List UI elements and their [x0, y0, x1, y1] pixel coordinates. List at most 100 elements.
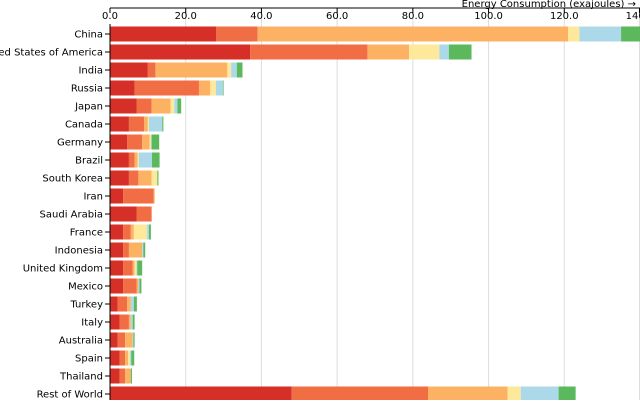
- bar-segment: [128, 152, 135, 168]
- y-tick-label: Saudi Arabia: [40, 210, 103, 221]
- bar-segment: [110, 224, 124, 240]
- y-tick-label: Brazil: [75, 156, 103, 167]
- bar-segment: [123, 242, 129, 258]
- bar-segment: [136, 260, 138, 276]
- bar-segment: [119, 350, 126, 366]
- bar-segment: [110, 314, 120, 330]
- bar-segment: [138, 278, 140, 294]
- bar-segment: [621, 26, 640, 42]
- bar-segment: [142, 134, 150, 150]
- bar-segment: [128, 350, 131, 366]
- bar-segment: [136, 206, 152, 222]
- bar-segment: [148, 224, 151, 240]
- x-axis-title: Energy Consumption (exajoules) →: [462, 0, 636, 10]
- bar-segment: [139, 278, 142, 294]
- bar-segment: [439, 44, 449, 60]
- bar-segment: [134, 80, 199, 96]
- y-tick-label: Australia: [59, 336, 103, 347]
- bar-segment: [137, 152, 139, 168]
- bar-segment: [152, 152, 160, 168]
- bar-segment: [128, 242, 143, 258]
- bar-segment: [119, 368, 126, 384]
- bar-segment: [222, 80, 224, 96]
- bar-segment: [130, 350, 132, 366]
- bar-segment: [210, 80, 216, 96]
- bar-segment: [110, 278, 124, 294]
- y-tick-label: Spain: [75, 354, 103, 365]
- bar-segment: [131, 350, 135, 366]
- bar-segment: [198, 80, 211, 96]
- bar-segment: [130, 224, 134, 240]
- bar-segment: [110, 80, 135, 96]
- y-tick-label: Canada: [65, 120, 103, 131]
- bar-segment: [123, 260, 133, 276]
- y-tick-label: Iran: [83, 192, 103, 203]
- bar-segment: [130, 368, 132, 384]
- bar-segment: [174, 98, 178, 114]
- x-tick-label: 140.0: [626, 11, 640, 22]
- bar-segment: [568, 26, 580, 42]
- bar-segment: [216, 80, 223, 96]
- bar-segment: [147, 116, 149, 132]
- bar-segment: [147, 62, 156, 78]
- bar-segment: [257, 26, 569, 42]
- bar-segment: [127, 134, 143, 150]
- y-tick-label: China: [74, 30, 103, 41]
- x-tick-label: 40.0: [250, 11, 272, 22]
- bar-segment: [123, 278, 137, 294]
- bar-segment: [558, 386, 576, 402]
- bar-segment: [128, 116, 145, 132]
- bar-segment: [119, 314, 129, 330]
- y-tick-label: Mexico: [68, 282, 103, 293]
- grid-lines: [185, 8, 640, 400]
- bar-segment: [177, 98, 182, 114]
- y-tick-label: Germany: [57, 138, 103, 149]
- y-tick-label: Turkey: [69, 300, 103, 311]
- bar-segment: [136, 98, 152, 114]
- y-tick-label: India: [78, 66, 103, 77]
- bar-segment: [231, 62, 237, 78]
- y-tick-label: Italy: [81, 318, 103, 329]
- bar-segment: [367, 44, 410, 60]
- x-tick-label: 100.0: [474, 11, 503, 22]
- bar-segment: [132, 332, 134, 348]
- bar-segment: [110, 98, 137, 114]
- bar-segment: [110, 44, 251, 60]
- bar-segment: [110, 134, 128, 150]
- bar-segment: [130, 296, 134, 312]
- bar-segment: [428, 386, 508, 402]
- bar-segment: [110, 368, 120, 384]
- bar-segment: [144, 116, 148, 132]
- bar-segment: [117, 332, 126, 348]
- bar-segment: [147, 224, 149, 240]
- y-tick-label: Japan: [74, 102, 103, 113]
- bar-segment: [125, 350, 129, 366]
- bar-segment: [138, 152, 153, 168]
- bar-segment: [110, 350, 120, 366]
- bar-segment: [409, 44, 440, 60]
- y-tick-label: Thailand: [59, 372, 103, 383]
- bar-segment: [162, 116, 164, 132]
- bar-segment: [110, 260, 124, 276]
- y-tick-label: United Kingdom: [23, 264, 103, 275]
- x-tick-label: 0.0: [102, 11, 118, 22]
- bar-segment: [149, 134, 151, 150]
- bar-segment: [142, 242, 144, 258]
- x-axis: Energy Consumption (exajoules) → 0.0 20.0…: [102, 0, 640, 22]
- bar-segment: [227, 62, 232, 78]
- bar-segment: [128, 314, 131, 330]
- bar-segment: [110, 386, 292, 402]
- bar-segment: [132, 314, 135, 330]
- bar-segment: [137, 260, 143, 276]
- bar-segment: [520, 386, 559, 402]
- x-tick-label: 80.0: [402, 11, 424, 22]
- bar-segment: [125, 368, 131, 384]
- bar-segment: [151, 170, 158, 186]
- bar-segment: [110, 116, 129, 132]
- bar-segment: [153, 188, 155, 204]
- bar-segment: [134, 152, 138, 168]
- bar-segment: [151, 98, 171, 114]
- bar-segment: [155, 62, 228, 78]
- y-tick-label: France: [70, 228, 103, 239]
